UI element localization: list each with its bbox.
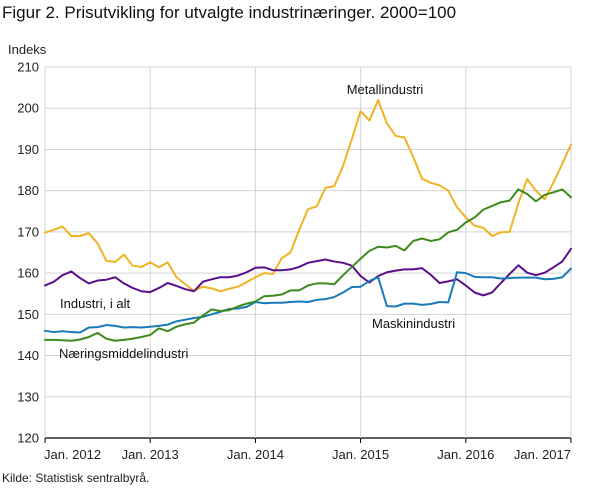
y-tick-label: 120 xyxy=(17,431,39,446)
x-tick-label: Jan. 2013 xyxy=(122,447,179,462)
series-label: Metallindustri xyxy=(347,82,424,97)
chart-title: Figur 2. Prisutvikling for utvalgte indu… xyxy=(2,3,457,22)
y-axis-label: Indeks xyxy=(8,42,47,57)
y-tick-label: 170 xyxy=(17,224,39,239)
y-tick-label: 150 xyxy=(17,307,39,322)
x-tick-label: Jan. 2015 xyxy=(332,447,389,462)
x-tick-label: Jan. 2014 xyxy=(227,447,284,462)
x-tick-label: Jan. 2016 xyxy=(437,447,494,462)
y-axis: 120 130 140 150 160 170 180 190 200 210 xyxy=(17,60,39,446)
series-label: Industri, i alt xyxy=(60,296,130,311)
series-line-metallindustri xyxy=(44,98,572,293)
series-line-næringsmiddelindustri xyxy=(44,188,572,342)
series-line-maskinindustri xyxy=(44,267,572,334)
y-tick-label: 140 xyxy=(17,348,39,363)
y-tick-label: 200 xyxy=(17,101,39,116)
series-lines xyxy=(44,98,572,342)
y-tick-label: 190 xyxy=(17,142,39,157)
y-tick-label: 210 xyxy=(17,60,39,75)
series-label: Næringsmiddelindustri xyxy=(59,346,188,361)
x-axis: Jan. 2012 Jan. 2013 Jan. 2014 Jan. 2015 Jan.… xyxy=(44,438,572,462)
y-tick-label: 130 xyxy=(17,389,39,404)
y-tick-label: 180 xyxy=(17,183,39,198)
series-line-industri-i-alt xyxy=(44,247,572,297)
series-label: Maskinindustri xyxy=(372,316,455,331)
x-tick-label: Jan. 2017 xyxy=(514,447,571,462)
y-tick-label: 160 xyxy=(17,266,39,281)
x-tick-label: Jan. 2012 xyxy=(44,447,101,462)
source-note: Kilde: Statistisk sentralbyrå. xyxy=(2,471,150,485)
gridlines xyxy=(44,66,572,439)
series-labels: Metallindustri Industri, i alt Maskinindus… xyxy=(59,82,455,361)
